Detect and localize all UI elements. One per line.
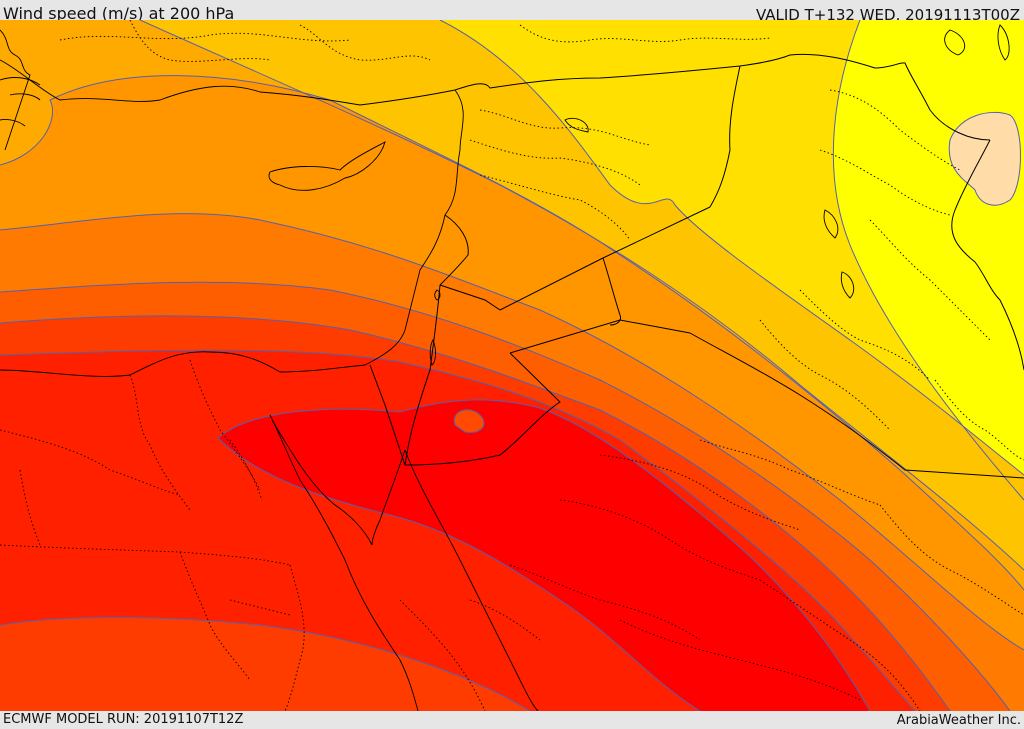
admin-line: [0, 429, 181, 496]
coastline-levant: [364, 89, 464, 366]
coastline-arabia-west: [404, 449, 539, 711]
coastline-iraq-lake-2: [840, 271, 855, 299]
coastline-turkey-south: [0, 59, 456, 106]
coastlines: [0, 24, 1010, 711]
admin-line: [869, 219, 991, 341]
band-10-core: [454, 409, 485, 433]
contour-line: [0, 349, 916, 711]
border-syria-jordan: [439, 284, 501, 311]
contour-line: [0, 617, 531, 711]
contour-line: [453, 409, 485, 434]
border-syria-iraq: [709, 65, 741, 208]
border-lebanon-syria: [439, 214, 469, 286]
border-jordan-saudi: [509, 319, 1024, 479]
admin-line: [799, 289, 931, 381]
coastline-cyprus: [268, 141, 386, 191]
coastline-lake-van: [944, 29, 966, 56]
admin-line: [699, 439, 881, 506]
admin-line: [189, 359, 261, 491]
admin-line: [469, 599, 541, 641]
admin-line: [599, 454, 801, 531]
admin-line: [509, 564, 701, 641]
border-israel-jordan: [404, 284, 441, 466]
contour-line: [0, 315, 951, 711]
coastline-turkey-west: [0, 29, 31, 151]
coastline-gulf-aqaba: [371, 449, 406, 546]
coastline-aegean-islands: [0, 77, 41, 127]
band-10: [218, 399, 870, 711]
country-borders: [369, 53, 1024, 479]
map-title: Wind speed (m/s) at 200 hPa: [3, 4, 235, 23]
coastline-egypt-north: [0, 351, 366, 377]
coastline-gulf-suez: [271, 419, 373, 546]
contour-line: [0, 213, 1024, 651]
model-run-label: ECMWF MODEL RUN: 20191107T12Z: [3, 712, 244, 727]
border-jordan-saudi-south: [404, 352, 561, 466]
admin-line: [759, 579, 921, 711]
border-egypt-israel: [369, 364, 406, 466]
border-iran-iraq: [951, 139, 1024, 371]
contour-line: [217, 437, 701, 711]
border-jordan-iraq: [602, 257, 621, 326]
admin-line: [229, 599, 291, 616]
admin-line: [179, 551, 251, 681]
coastline-dead-sea: [429, 338, 436, 366]
contour-line: [217, 399, 871, 711]
isotach-contours: [0, 20, 1024, 711]
contour-line: [948, 111, 1021, 206]
admin-line: [399, 599, 486, 711]
wind-speed-bands: [0, 20, 1024, 711]
admin-line: [879, 504, 1024, 616]
admin-line: [284, 564, 305, 711]
admin-line: [19, 469, 41, 546]
admin-line: [469, 139, 641, 186]
admin-line: [0, 544, 291, 566]
coastline-iraq-lake-1: [823, 209, 839, 239]
border-turkey-iraq-iran: [789, 53, 991, 141]
coastline-lake-assad: [564, 117, 589, 133]
admin-line: [829, 89, 961, 171]
admin-line: [129, 374, 191, 511]
border-syria-turkey: [454, 54, 791, 91]
contour-line: [0, 75, 1024, 591]
coastline-red-sea-west: [269, 414, 419, 711]
wind-speed-map: [0, 20, 1024, 711]
contour-line: [439, 20, 1024, 476]
coastline-lake-urmia: [997, 24, 1010, 61]
admin-boundaries: [0, 20, 1024, 711]
credit-label: ArabiaWeather Inc.: [896, 713, 1021, 728]
contour-line: [0, 281, 1011, 711]
admin-line: [934, 379, 1024, 461]
contour-line: [139, 20, 1024, 571]
valid-time-label: VALID T+132 WED. 20191113T00Z: [755, 6, 1020, 24]
admin-line: [479, 109, 651, 146]
